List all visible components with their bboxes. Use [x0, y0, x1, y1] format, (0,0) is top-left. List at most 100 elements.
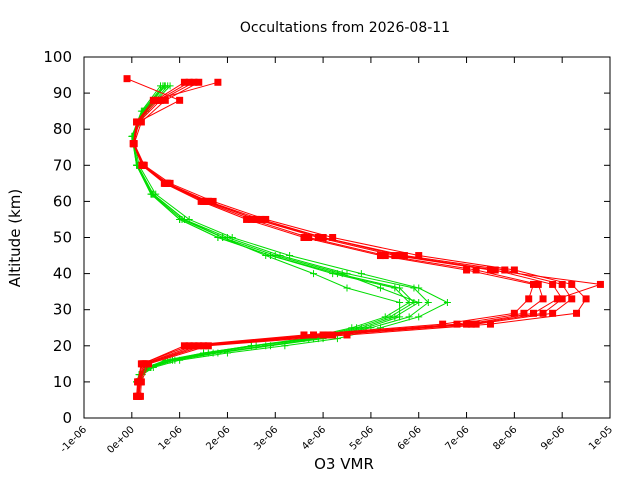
data-point — [209, 197, 217, 205]
y-tick-label: 100 — [43, 48, 72, 66]
data-point — [453, 320, 461, 328]
data-point — [163, 179, 171, 187]
y-tick-label: 90 — [53, 84, 72, 102]
series-1 — [123, 75, 604, 400]
data-point — [472, 266, 480, 274]
profile-line — [126, 78, 563, 397]
data-point — [415, 313, 423, 321]
data-point — [209, 349, 217, 357]
data-point — [214, 234, 222, 241]
data-point — [357, 270, 365, 278]
data-point — [141, 360, 149, 368]
y-tick-label: 60 — [53, 192, 72, 210]
data-point — [376, 284, 384, 292]
data-point — [324, 331, 332, 339]
data-point — [214, 78, 222, 86]
data-point — [558, 280, 566, 288]
y-tick-label: 0 — [62, 409, 72, 427]
profile-line — [132, 85, 401, 383]
data-point — [520, 309, 528, 317]
data-point — [319, 234, 327, 241]
data-point — [300, 234, 308, 241]
data-point — [463, 266, 471, 274]
data-point — [582, 295, 590, 303]
data-point — [386, 313, 394, 321]
y-tick-label: 10 — [53, 373, 72, 391]
data-point — [391, 252, 399, 260]
y-tick-label: 40 — [53, 265, 72, 283]
data-point — [410, 298, 418, 306]
data-point — [539, 309, 547, 317]
data-point — [549, 309, 557, 317]
data-point — [190, 342, 198, 350]
data-point — [596, 280, 604, 288]
profile-line — [131, 85, 415, 383]
data-point — [549, 280, 557, 288]
data-point — [154, 96, 162, 104]
data-point — [381, 252, 389, 260]
data-point — [529, 309, 537, 317]
data-point — [247, 342, 255, 350]
y-tick-label: 80 — [53, 120, 72, 138]
data-point — [195, 342, 203, 350]
data-point — [568, 295, 576, 303]
data-point — [472, 320, 480, 328]
data-point — [247, 215, 255, 223]
data-point — [343, 331, 351, 339]
plot-data — [123, 75, 604, 400]
data-point — [415, 284, 423, 292]
data-point — [396, 298, 404, 306]
data-point — [439, 320, 447, 328]
data-point — [180, 342, 188, 350]
data-point — [310, 270, 318, 278]
data-point — [243, 215, 251, 223]
data-point — [257, 215, 265, 223]
data-point — [539, 295, 547, 303]
data-point — [573, 309, 581, 317]
data-point — [252, 215, 260, 223]
data-point — [204, 197, 212, 205]
data-point — [135, 392, 143, 400]
data-point — [197, 197, 205, 205]
data-point — [161, 96, 169, 104]
data-point — [300, 331, 308, 339]
y-tick-label: 50 — [53, 229, 72, 247]
data-point — [310, 331, 318, 339]
data-point — [443, 298, 451, 306]
data-point — [534, 280, 542, 288]
data-point — [396, 252, 404, 260]
data-point — [123, 75, 131, 83]
data-point — [266, 252, 274, 260]
data-point — [400, 252, 408, 260]
data-point — [415, 252, 423, 260]
data-point — [314, 234, 322, 241]
data-point — [525, 295, 533, 303]
data-point — [262, 215, 270, 223]
data-point — [134, 118, 142, 126]
data-point — [149, 96, 157, 104]
data-point — [510, 266, 518, 274]
data-point — [135, 378, 143, 386]
data-point — [486, 266, 494, 274]
data-point — [467, 320, 475, 328]
data-point — [200, 349, 208, 357]
data-point — [147, 190, 155, 198]
y-tick-label: 70 — [53, 156, 72, 174]
data-point — [329, 234, 337, 241]
data-point — [558, 295, 566, 303]
data-point — [130, 140, 138, 148]
data-point — [180, 78, 188, 86]
data-point — [396, 284, 404, 292]
data-point — [286, 252, 294, 260]
data-point — [553, 295, 561, 303]
data-point — [501, 266, 509, 274]
data-point — [139, 161, 147, 169]
data-point — [195, 78, 203, 86]
data-point — [568, 280, 576, 288]
y-tick-label: 20 — [53, 337, 72, 355]
plot-frame — [83, 56, 611, 419]
data-point — [160, 82, 168, 90]
data-point — [305, 234, 313, 241]
x-axis-label: O3 VMR — [314, 455, 374, 473]
